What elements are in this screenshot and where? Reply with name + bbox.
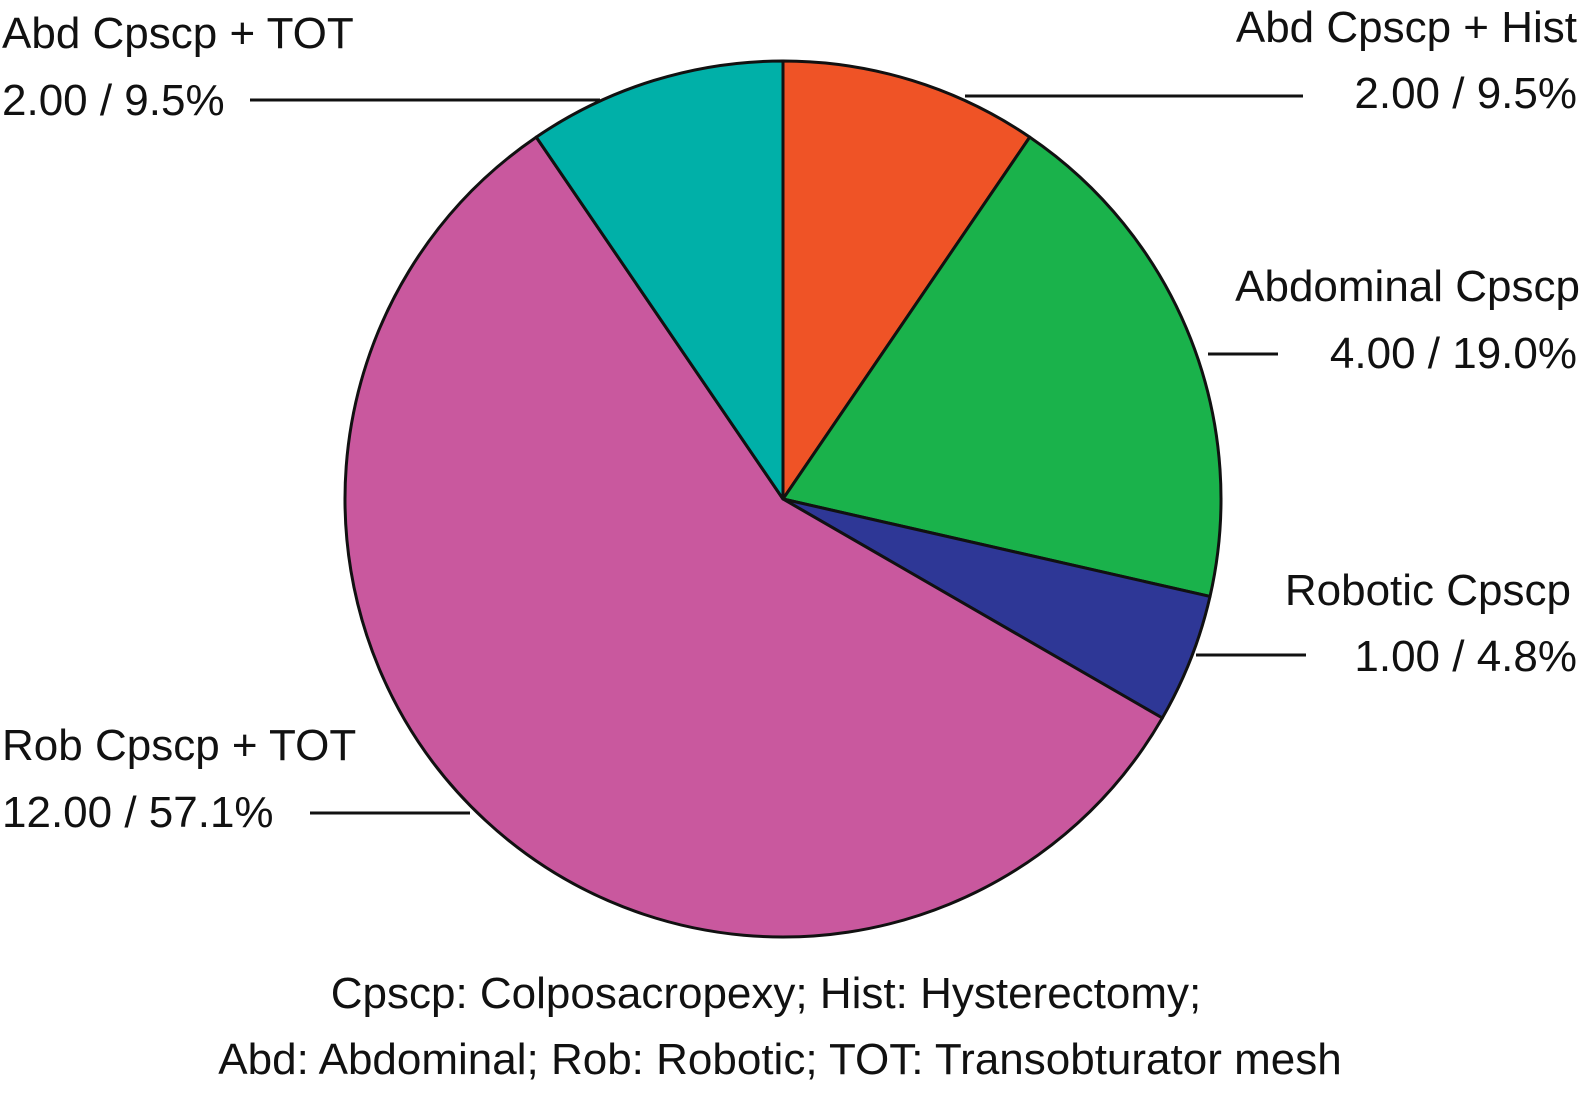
pie-slices	[343, 59, 1223, 939]
slice-value-abd-cpscp-tot: 2.00 / 9.5%	[2, 76, 225, 125]
pie-slice-abd-cpscp-tot	[534, 59, 785, 501]
leader-lines	[250, 94, 1306, 815]
footnote-line-2: Abd: Abdominal; Rob: Robotic; TOT: Trans…	[218, 1035, 1341, 1084]
pie-slice-abdominal-cpscp	[781, 135, 1223, 598]
slice-value-rob-cpscp-tot: 12.00 / 57.1%	[2, 788, 274, 837]
slice-value-abdominal-cpscp: 4.00 / 19.0%	[1330, 329, 1577, 378]
slice-value-robotic-cpscp: 1.00 / 4.8%	[1354, 632, 1577, 681]
slice-label-robotic-cpscp: Robotic Cpscp	[1285, 566, 1571, 615]
slice-label-abdominal-cpscp: Abdominal Cpscp	[1235, 262, 1580, 311]
slice-value-abd-cpscp-hist: 2.00 / 9.5%	[1354, 69, 1577, 118]
pie-slice-abd-cpscp-hist	[781, 59, 1032, 501]
slice-label-rob-cpscp-tot: Rob Cpscp + TOT	[2, 721, 356, 770]
pie-slice-rob-cpscp-tot	[343, 135, 1164, 939]
slice-label-abd-cpscp-hist: Abd Cpscp + Hist	[1236, 3, 1577, 52]
footnote-line-1: Cpscp: Colposacropexy; Hist: Hysterectom…	[331, 969, 1202, 1018]
slice-label-abd-cpscp-tot: Abd Cpscp + TOT	[2, 9, 354, 58]
